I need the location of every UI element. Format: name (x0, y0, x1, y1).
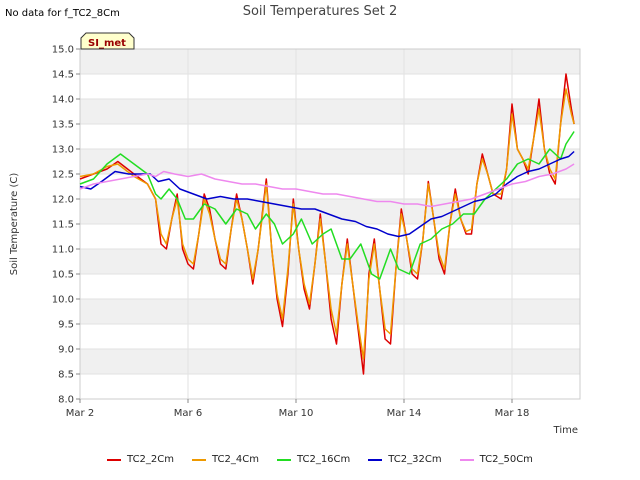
x-tick-label: Mar 14 (387, 408, 422, 419)
y-tick-label: 14.5 (52, 70, 74, 81)
series-lines (79, 73, 575, 375)
background-bands (80, 49, 580, 374)
x-tick-label: Mar 10 (279, 408, 314, 419)
legend-item: TC2_4Cm (192, 454, 259, 465)
legend-label: TC2_50Cm (479, 454, 533, 465)
legend-swatch (368, 458, 383, 461)
legend-swatch (459, 458, 474, 461)
grid-band (80, 349, 580, 374)
grid-band (80, 99, 580, 124)
grid-band (80, 249, 580, 274)
series-line-tc2-50cm (79, 163, 575, 208)
x-tick-label: Mar 18 (495, 408, 530, 419)
y-tick-label: 11.5 (52, 220, 74, 231)
y-tick-label: 15.0 (52, 45, 74, 56)
y-axis-ticks: 8.0 8.5 9.0 9.5 10.0 10.5 11.0 11.5 12.0 12.5 13.0… (52, 45, 80, 406)
legend-swatch (107, 458, 122, 461)
y-tick-label: 12.5 (52, 170, 74, 181)
site-badge: SI_met (80, 32, 135, 50)
y-axis-label: Soil Temperature (C) (9, 173, 20, 276)
x-tick-label: Mar 6 (174, 408, 202, 419)
legend-label: TC2_4Cm (212, 454, 259, 465)
y-tick-label: 8.0 (58, 395, 74, 406)
x-tick-label: Mar 2 (66, 408, 94, 419)
series-line-tc2-4cm (79, 88, 575, 360)
y-tick-label: 8.5 (58, 370, 74, 381)
y-tick-label: 10.0 (52, 295, 74, 306)
x-axis-label: Time (553, 425, 578, 436)
legend-swatch (276, 458, 291, 461)
grid-band (80, 149, 580, 174)
y-tick-label: 9.5 (58, 320, 74, 331)
site-badge-label: SI_met (88, 38, 126, 49)
chart-title: Soil Temperatures Set 2 (242, 4, 398, 19)
series-line-tc2-32cm (79, 150, 575, 238)
legend-item: TC2_2Cm (107, 454, 174, 465)
grid-band (80, 199, 580, 224)
legend: TC2_2Cm TC2_4Cm TC2_16Cm TC2_32Cm TC2_50Cm (0, 454, 640, 465)
no-data-notice: No data for f_TC2_8Cm (5, 8, 120, 19)
grid-band (80, 49, 580, 74)
y-tick-label: 11.0 (52, 245, 74, 256)
legend-swatch (192, 458, 206, 461)
legend-label: TC2_2Cm (127, 454, 174, 465)
x-axis-ticks: Mar 2 Mar 6 Mar 10 Mar 14 Mar 18 (66, 399, 530, 419)
y-tick-label: 10.5 (52, 270, 74, 281)
legend-label: TC2_32Cm (388, 454, 442, 465)
y-tick-label: 13.5 (52, 120, 74, 131)
y-tick-label: 13.0 (52, 145, 74, 156)
legend-item: TC2_16Cm (276, 454, 351, 465)
legend-item: TC2_32Cm (368, 454, 442, 465)
y-tick-label: 9.0 (58, 345, 74, 356)
legend-item: TC2_50Cm (459, 454, 533, 465)
y-tick-label: 14.0 (52, 95, 74, 106)
legend-label: TC2_16Cm (296, 454, 351, 465)
y-tick-label: 12.0 (52, 195, 74, 206)
